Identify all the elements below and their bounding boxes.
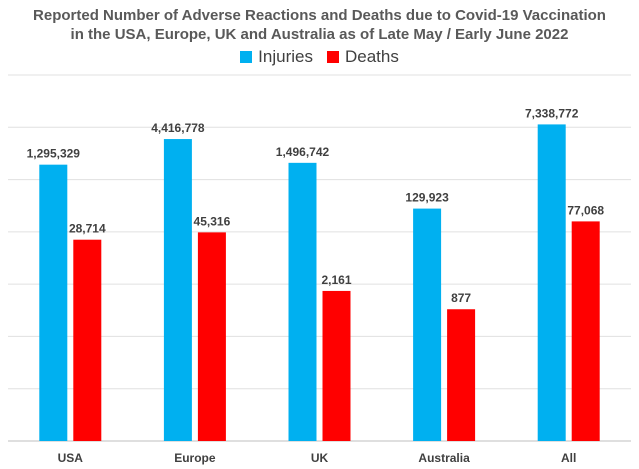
bar-deaths-uk (322, 290, 351, 441)
data-label-deaths-europe: 45,316 (194, 214, 231, 228)
chart-title-line-1: Reported Number of Adverse Reactions and… (33, 7, 606, 24)
data-label-injuries-australia: 129,923 (405, 191, 449, 205)
bar-injuries-uk (288, 162, 317, 441)
bar-deaths-usa (73, 239, 102, 441)
bar-injuries-australia (413, 208, 442, 441)
legend-swatch-injuries (240, 51, 253, 63)
data-label-injuries-uk: 1,496,742 (276, 145, 330, 159)
bar-deaths-europe (197, 232, 226, 441)
data-label-deaths-usa: 28,714 (69, 222, 106, 236)
category-label-europe: Europe (174, 451, 216, 465)
category-label-australia: Australia (418, 451, 470, 465)
data-label-injuries-usa: 1,295,329 (27, 147, 81, 161)
category-label-uk: UK (311, 451, 329, 465)
data-label-deaths-uk: 2,161 (321, 273, 351, 287)
data-label-deaths-all: 77,068 (567, 203, 604, 217)
category-label-usa: USA (58, 451, 84, 465)
legend: Injuries Deaths (0, 47, 639, 67)
data-label-injuries-all: 7,338,772 (525, 106, 579, 120)
bar-deaths-australia (447, 309, 476, 441)
bar-injuries-usa (39, 164, 68, 442)
legend-swatch-deaths (326, 51, 339, 63)
legend-item-deaths: Deaths (326, 47, 399, 67)
legend-label-deaths: Deaths (344, 47, 399, 66)
chart-title-line-2: in the USA, Europe, UK and Australia as … (70, 26, 569, 43)
legend-item-injuries: Injuries (240, 47, 313, 67)
data-label-injuries-europe: 4,416,778 (151, 121, 205, 135)
bar-deaths-all (571, 221, 600, 441)
data-label-deaths-australia: 877 (451, 291, 471, 305)
legend-label-injuries: Injuries (258, 47, 313, 66)
category-label-all: All (561, 451, 576, 465)
bar-injuries-all (537, 124, 566, 441)
bar-injuries-europe (163, 139, 192, 442)
